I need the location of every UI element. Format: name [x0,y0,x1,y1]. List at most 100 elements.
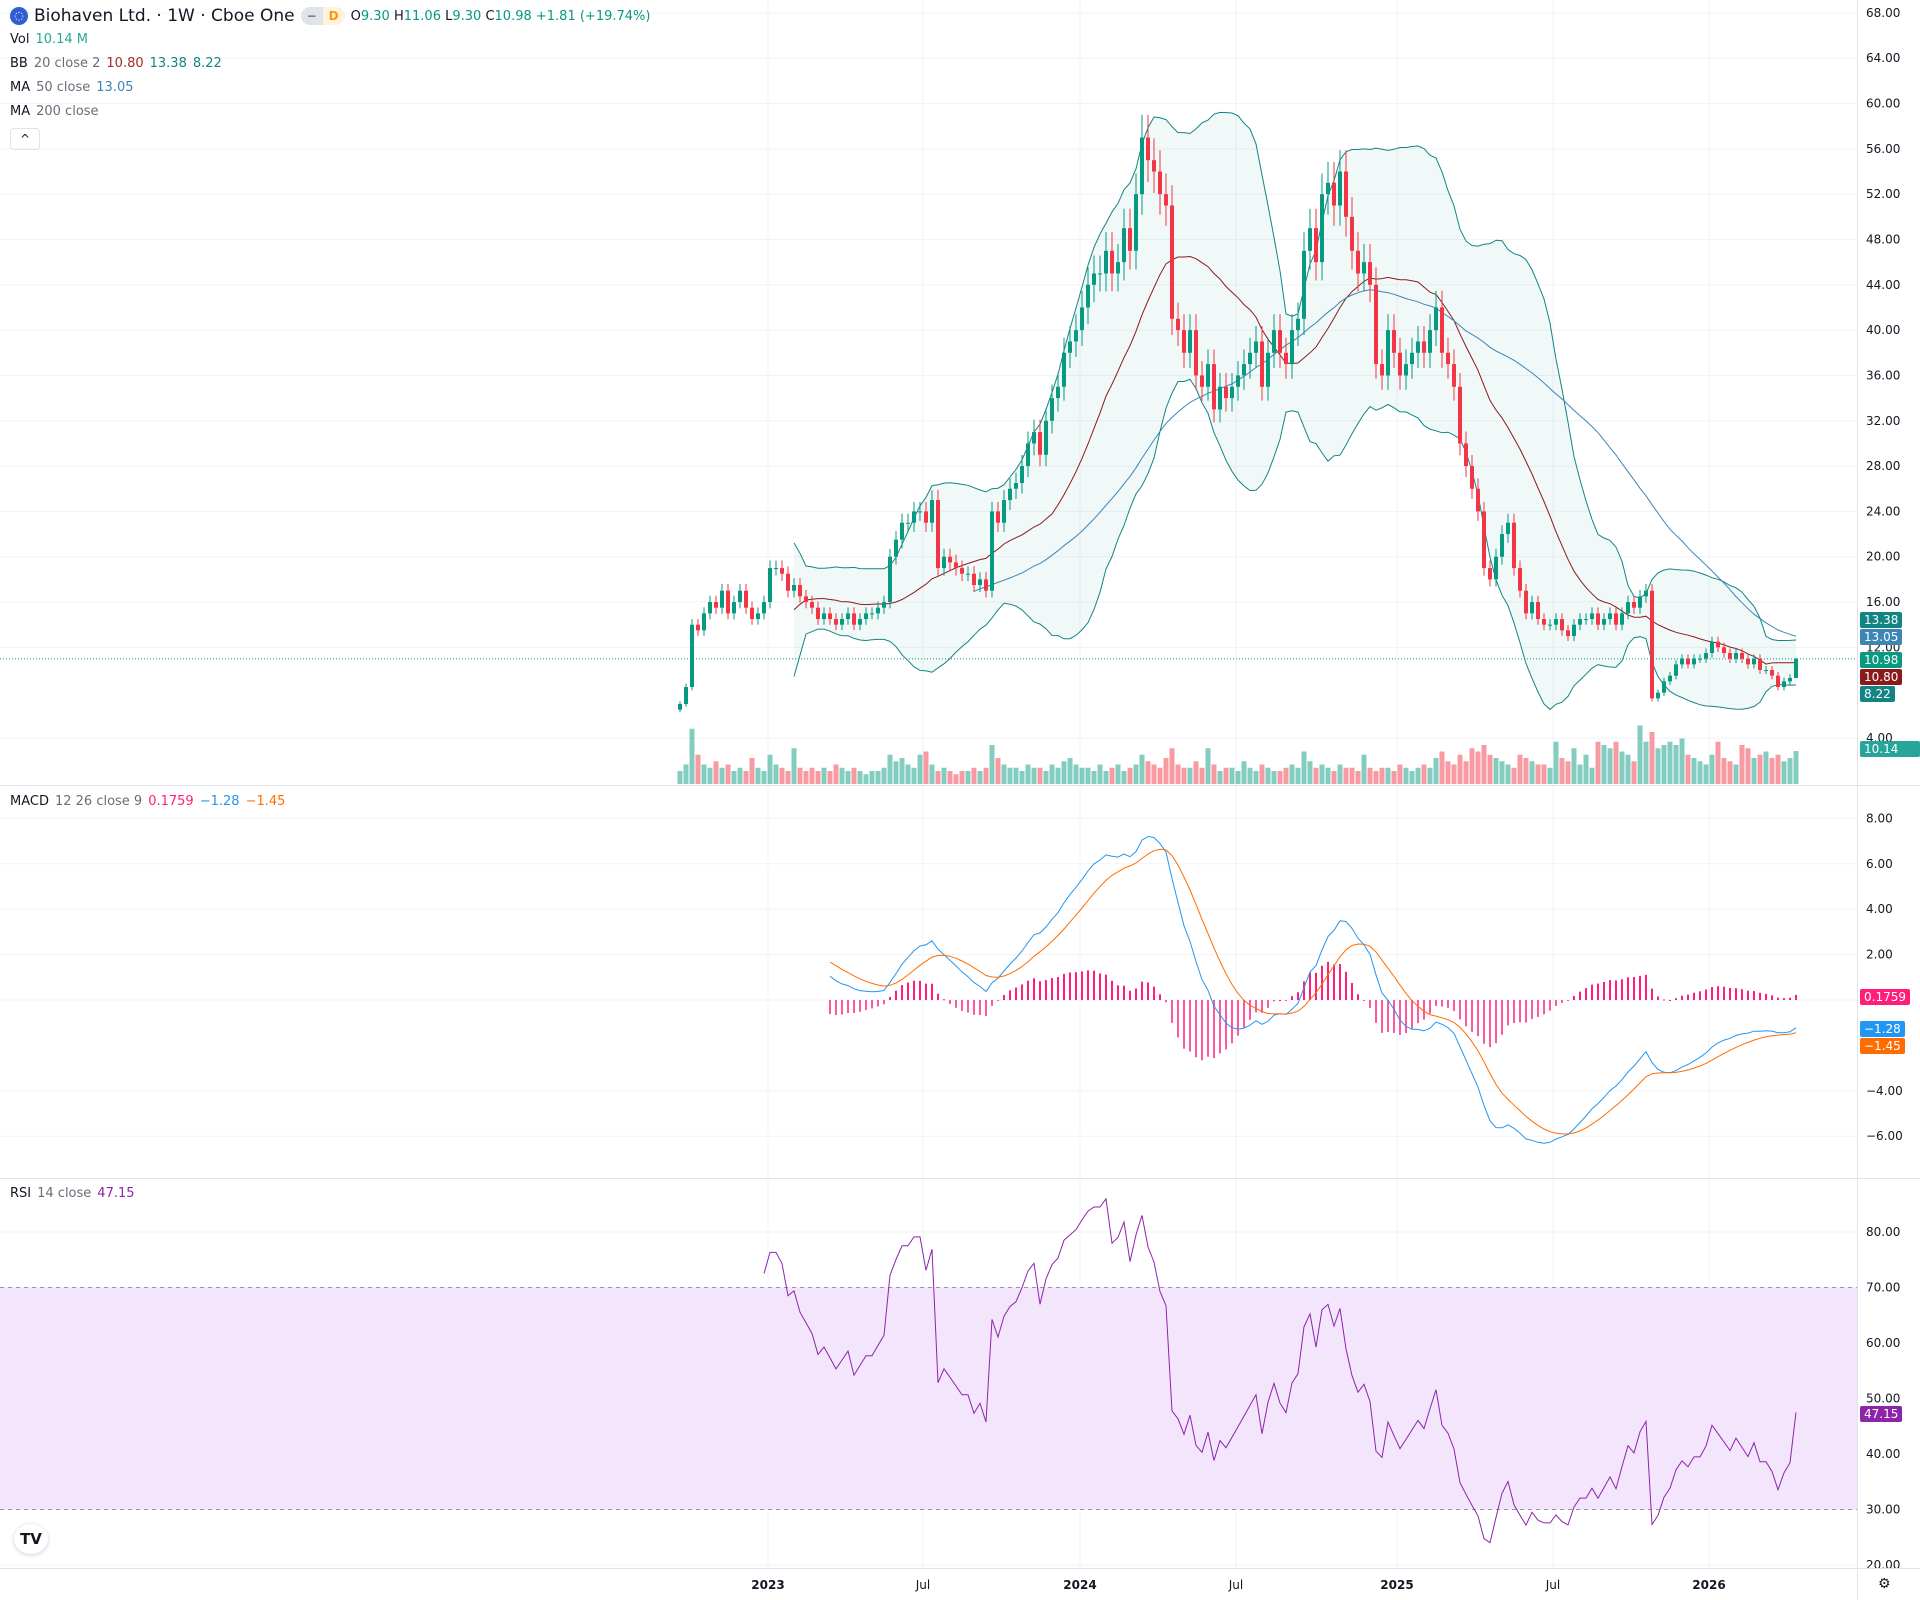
candle-body [1074,330,1078,342]
ma50-label: MA [10,80,31,95]
candle [1770,666,1774,680]
candle-body [1116,262,1120,274]
macd-histogram-bar [1141,981,1143,1000]
bb-legend[interactable]: BB 20 close 2 10.80 13.38 8.22 [10,56,222,71]
candle [1164,173,1168,226]
volume-bar [1361,754,1367,784]
volume-bar [1775,754,1781,784]
ma50-legend[interactable]: MA 50 close 13.05 [10,80,134,95]
rsi-line [763,1197,1797,1544]
volume-bar [1289,764,1295,784]
volume-bar [1559,758,1565,784]
macd-histogram-bar [1225,1000,1227,1050]
volume-bar [1715,741,1721,784]
candle-body [786,573,790,591]
volume-bar [1019,771,1025,784]
macd-histogram-bar [1411,1000,1413,1029]
candle [894,531,898,565]
candle-body [1740,653,1744,659]
candle [750,601,754,625]
volume-bar [995,758,1001,784]
volume-bar [1535,764,1541,784]
volume-bar [1181,767,1187,784]
candle-body [1260,341,1264,387]
volume-bar [1505,764,1511,784]
volume-bar [1751,758,1757,784]
candle-body [1170,205,1174,319]
candle [1440,290,1444,368]
candle [1434,290,1438,346]
macd-histogram-bar [871,1000,873,1009]
ma200-legend[interactable]: MA 200 close [10,104,99,119]
volume-bar [1685,754,1691,784]
candle [1608,607,1612,625]
candle-body [1296,318,1300,331]
candle-body [1140,137,1144,195]
volume-bars [677,725,1799,784]
volume-bar [1007,767,1013,784]
volume-bar [1679,738,1685,784]
volume-bar [1565,761,1571,784]
market-status-badge[interactable]: − D [300,7,345,25]
symbol-legend: ◌ Biohaven Ltd. · 1W · Cboe One − D O9.3… [10,6,650,26]
settings-icon[interactable]: ⚙ [1878,1576,1891,1592]
volume-bar [911,767,917,784]
macd-histogram-bar [1327,961,1329,1000]
candle-body [720,590,724,608]
candle [1362,243,1366,292]
candle [1170,185,1174,336]
candle [1788,674,1792,685]
candle [1614,607,1618,631]
macd-histogram-bar [1063,973,1065,1000]
volume-bar [929,764,935,784]
candle [1716,636,1720,653]
macd-histogram-bar [925,983,927,1000]
macd-histogram-bar [931,983,933,1000]
candle-body [690,624,694,688]
volume-bar [1721,758,1727,784]
price-tick-label: 52.00 [1866,187,1900,201]
volume-bar [1133,764,1139,784]
price-tick-label: 36.00 [1866,368,1900,382]
candle-body [1200,375,1204,387]
volume-bar [1241,761,1247,784]
candle [1482,501,1486,576]
macd-histogram-bar [1609,980,1611,1000]
candle-body [1188,330,1192,353]
volume-bar [785,771,791,784]
volume-bar [1595,741,1601,784]
candle-body [1362,262,1366,274]
macd-histogram-bar [1687,994,1689,1000]
candle [1656,689,1660,702]
rsi-params: 14 close [37,1186,92,1201]
tradingview-logo[interactable]: TV [14,1524,48,1554]
volume-legend[interactable]: Vol 10.14 M [10,32,88,47]
candle-body [1242,364,1246,376]
volume-bar [1517,754,1523,784]
tradingview-logo-icon: TV [20,1530,42,1548]
candle-body [1542,619,1546,625]
candle-body [756,613,760,620]
candle [840,613,844,631]
candle [1308,208,1312,270]
macd-legend[interactable]: MACD 12 26 close 9 0.1759 −1.28 −1.45 [10,794,285,809]
symbol-title[interactable]: Biohaven Ltd. · 1W · Cboe One [34,6,295,26]
bb-basis-tag: 10.80 [1860,669,1903,685]
volume-bar [1163,758,1169,784]
candle [1074,314,1078,357]
volume-bar [1553,741,1559,784]
collapse-legend-button[interactable]: ^ [10,128,40,150]
time-tick-label: Jul [1228,1578,1243,1592]
macd-histogram-bar [967,1000,969,1013]
candle-body [900,522,904,540]
candle [1776,671,1780,691]
volume-bar [1409,771,1415,784]
rsi-legend[interactable]: RSI 14 close 47.15 [10,1186,135,1201]
volume-bar [827,771,833,784]
macd-histogram-bar [1417,1000,1419,1024]
macd-histogram-bar [1621,979,1623,1000]
chevron-up-icon: ^ [19,132,31,146]
high-label: H [393,8,404,24]
candle [1008,478,1012,510]
